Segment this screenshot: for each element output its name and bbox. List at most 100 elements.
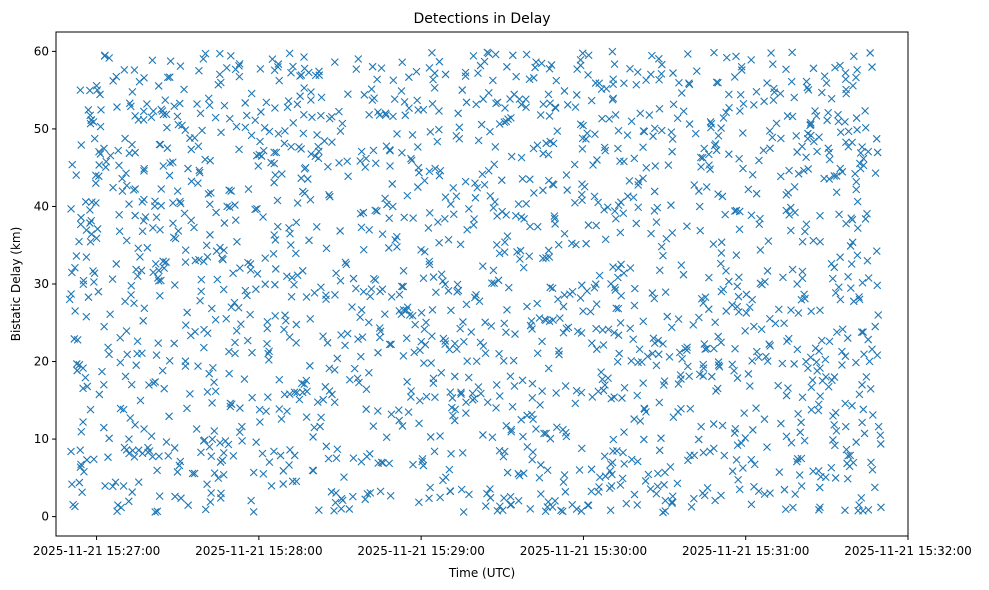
data-point — [527, 410, 536, 419]
data-point — [668, 228, 677, 237]
data-point — [852, 177, 861, 186]
data-point — [733, 282, 742, 291]
data-point — [138, 227, 147, 236]
data-point — [281, 316, 290, 325]
data-point — [216, 494, 225, 502]
data-point — [622, 499, 631, 508]
data-point — [794, 169, 803, 178]
data-point — [589, 161, 597, 169]
data-point — [616, 228, 625, 237]
data-point — [155, 291, 164, 300]
data-point — [196, 109, 205, 118]
data-point — [606, 506, 615, 515]
data-point — [419, 461, 428, 470]
data-point — [405, 311, 414, 319]
data-point — [834, 110, 842, 119]
data-point — [591, 79, 600, 87]
data-point — [626, 264, 635, 272]
data-point — [820, 72, 829, 81]
data-point — [252, 438, 261, 447]
data-point — [104, 343, 112, 352]
data-point — [824, 382, 833, 391]
data-point — [170, 102, 179, 111]
data-point — [306, 96, 315, 104]
data-point — [194, 362, 202, 370]
data-point — [472, 290, 480, 299]
data-point — [308, 113, 316, 122]
data-point — [315, 67, 323, 76]
data-point — [376, 287, 384, 296]
data-point — [299, 129, 308, 138]
data-point — [849, 458, 858, 467]
data-point — [395, 290, 404, 299]
data-point — [737, 62, 746, 71]
data-point — [734, 292, 743, 301]
data-point — [362, 154, 370, 163]
data-point — [454, 286, 463, 295]
data-point — [541, 507, 550, 516]
data-point — [184, 501, 193, 510]
data-point — [700, 144, 709, 153]
data-point — [450, 339, 459, 348]
data-point — [151, 259, 160, 268]
data-point — [816, 211, 824, 220]
data-point — [246, 260, 255, 268]
data-point — [529, 448, 537, 457]
data-point — [679, 270, 688, 279]
data-point — [855, 295, 864, 304]
data-point — [637, 358, 646, 366]
data-point — [675, 78, 683, 87]
data-point — [842, 219, 850, 228]
data-point — [571, 198, 579, 207]
data-point — [475, 297, 484, 306]
data-point — [836, 295, 845, 304]
data-point — [77, 141, 86, 149]
data-point — [686, 451, 694, 460]
data-point — [529, 189, 538, 197]
data-point — [514, 496, 523, 505]
data-point — [714, 131, 723, 140]
data-point — [462, 409, 470, 417]
data-point — [359, 287, 368, 296]
data-point — [252, 151, 261, 160]
data-point — [65, 295, 74, 304]
data-point — [406, 393, 415, 401]
data-point — [272, 148, 281, 157]
data-point — [648, 289, 657, 297]
data-point — [309, 433, 317, 441]
data-point — [387, 410, 396, 419]
data-point — [750, 460, 759, 469]
data-point — [502, 328, 510, 337]
data-point — [237, 422, 246, 431]
data-point — [327, 487, 336, 496]
data-point — [336, 276, 345, 285]
data-point — [776, 172, 785, 181]
data-point — [696, 226, 705, 235]
data-point — [519, 263, 528, 272]
data-point — [86, 111, 95, 120]
data-point — [430, 83, 439, 92]
data-point — [240, 375, 249, 383]
data-point — [117, 503, 126, 512]
data-point — [750, 322, 758, 331]
data-point — [231, 338, 239, 347]
data-point — [359, 208, 368, 217]
data-point — [195, 168, 204, 177]
data-point — [111, 478, 120, 487]
data-point — [677, 261, 686, 269]
data-point — [458, 86, 467, 94]
data-point — [836, 61, 844, 70]
data-point — [297, 174, 306, 183]
data-point — [562, 171, 571, 179]
data-point — [435, 57, 444, 66]
data-point — [639, 379, 648, 387]
data-point — [286, 229, 294, 238]
data-point — [620, 79, 628, 88]
data-point — [71, 263, 79, 272]
data-point — [525, 175, 534, 184]
data-point — [625, 176, 634, 185]
data-point — [872, 134, 881, 143]
data-point — [724, 90, 733, 99]
data-point — [71, 307, 80, 315]
data-point — [87, 216, 96, 225]
